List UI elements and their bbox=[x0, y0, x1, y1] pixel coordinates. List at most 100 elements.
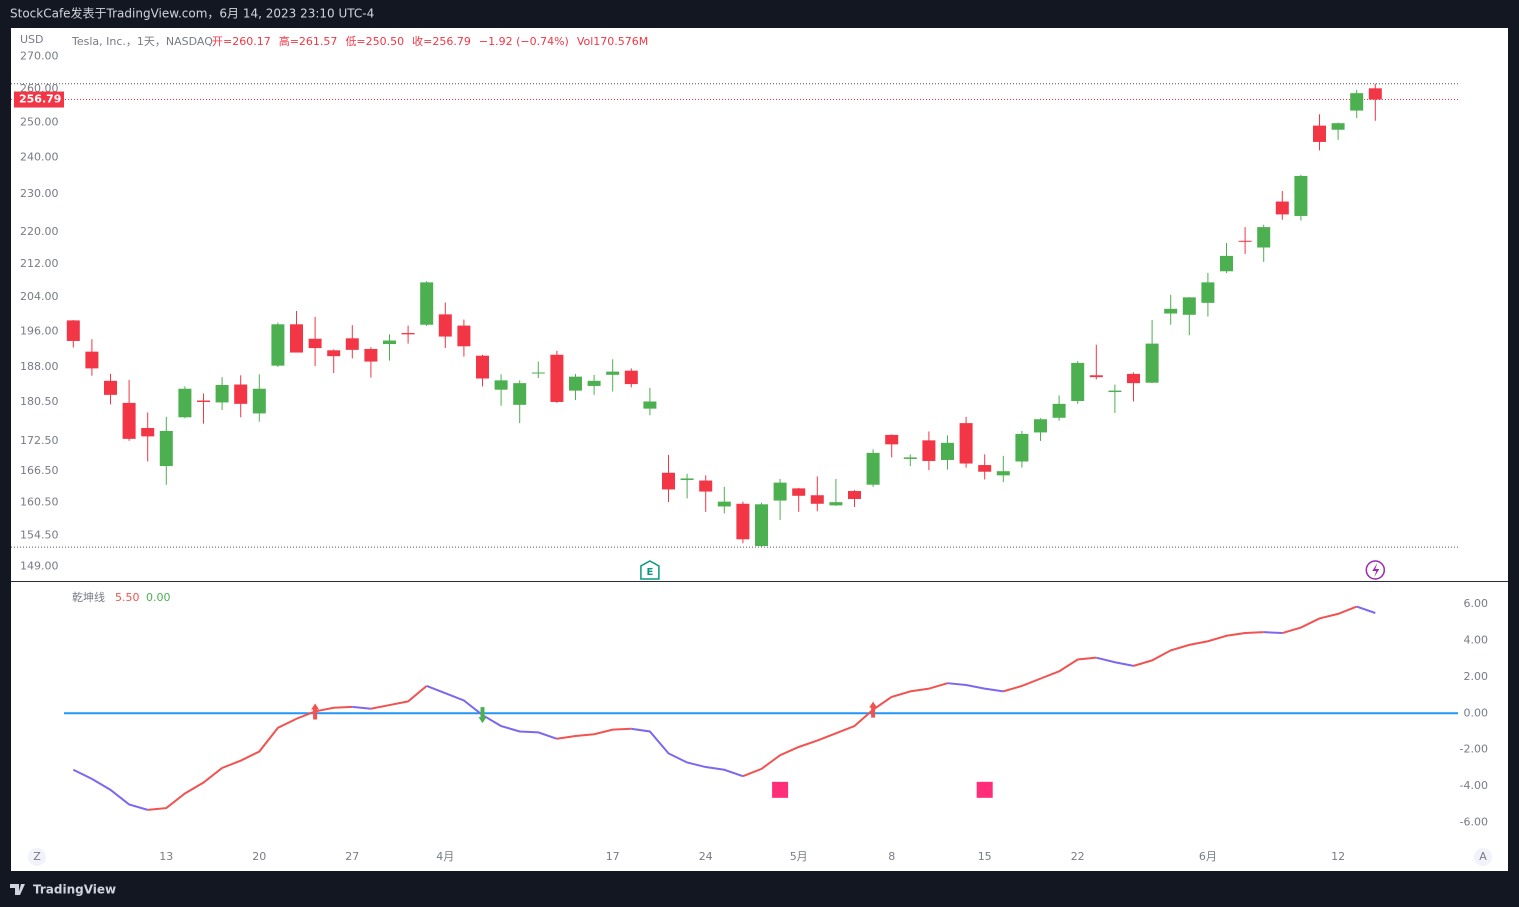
dividend-bolt bbox=[1372, 563, 1380, 577]
indicator-name: 乾坤线 bbox=[72, 590, 105, 604]
candle-body bbox=[1164, 308, 1178, 314]
candle-body bbox=[271, 324, 285, 366]
candle-body bbox=[996, 471, 1010, 476]
y-tick-label: 270.00 bbox=[20, 49, 59, 62]
candle-body bbox=[159, 430, 173, 467]
indicator-line bbox=[1282, 605, 1358, 635]
candle-body bbox=[866, 452, 880, 485]
candle-body bbox=[252, 388, 266, 414]
ohlc-value: 低=250.50 bbox=[345, 35, 404, 48]
candle-body bbox=[1089, 375, 1103, 378]
x-tick-label: 20 bbox=[252, 850, 266, 863]
last-price-box bbox=[14, 91, 64, 108]
candle-body bbox=[922, 440, 936, 461]
y2-tick-label: 2.00 bbox=[1464, 670, 1489, 683]
y-tick-label: 188.00 bbox=[20, 360, 59, 373]
x-tick-label: 8 bbox=[888, 850, 895, 863]
candle-body bbox=[829, 502, 843, 506]
candle-body bbox=[699, 480, 713, 492]
ohlc-value: 收=256.79 bbox=[412, 34, 471, 48]
candle-body bbox=[1313, 125, 1326, 142]
last-price-label: 256.79 bbox=[19, 93, 61, 106]
y2-tick-label: 6.00 bbox=[1464, 597, 1489, 610]
candle-body bbox=[420, 282, 434, 325]
indicator-line bbox=[1263, 631, 1283, 635]
candle-body bbox=[345, 338, 359, 350]
x-tick-label: 17 bbox=[606, 850, 620, 863]
ohlc-value: 高=261.57 bbox=[279, 34, 338, 48]
indicator-line bbox=[1003, 656, 1097, 693]
earnings-icon bbox=[640, 560, 660, 580]
symbol: Tesla, Inc.，1天，NASDAQ bbox=[71, 35, 213, 48]
candle-body bbox=[643, 401, 657, 409]
candle-body bbox=[606, 371, 620, 375]
y-tick-label: 172.50 bbox=[20, 434, 59, 447]
candle-body bbox=[1275, 201, 1289, 215]
y2-tick-label: -6.00 bbox=[1460, 816, 1488, 829]
candle-body bbox=[438, 314, 452, 337]
button[interactable] bbox=[1474, 848, 1492, 866]
y-tick-label: 154.50 bbox=[20, 528, 59, 541]
candle-body bbox=[1331, 123, 1345, 130]
candle-body bbox=[494, 380, 508, 390]
y2-tick-label: -2.00 bbox=[1460, 743, 1488, 756]
button-label[interactable]: Z bbox=[33, 850, 41, 863]
candle-body bbox=[1238, 240, 1252, 242]
logo bbox=[10, 884, 25, 895]
y2-tick-label: 0.00 bbox=[1464, 706, 1489, 719]
signal-square bbox=[976, 781, 993, 798]
candle-body bbox=[978, 465, 992, 472]
indicator-line bbox=[147, 705, 353, 811]
candle-body bbox=[755, 504, 768, 547]
candle-body bbox=[197, 400, 210, 402]
candle-body bbox=[531, 372, 545, 374]
x-tick-label: 6月 bbox=[1199, 850, 1217, 863]
x-tick-label: 12 bbox=[1331, 850, 1345, 863]
candle-body bbox=[941, 442, 954, 460]
up-arrow bbox=[869, 701, 878, 718]
indicator-value: 5.50 bbox=[115, 591, 140, 604]
indicator-line bbox=[72, 768, 148, 811]
candle-body bbox=[662, 472, 675, 490]
candle-body bbox=[624, 370, 638, 385]
indicator-line bbox=[556, 727, 632, 740]
y-tick-label: 149.00 bbox=[20, 559, 59, 572]
candle-body bbox=[215, 385, 229, 403]
header: StockCafe发表于TradingView.com，6月 14, 2023 … bbox=[10, 6, 374, 21]
indicator-line bbox=[631, 727, 744, 778]
candle-body bbox=[587, 380, 601, 386]
x-tick-label: 15 bbox=[978, 850, 992, 863]
candle-body bbox=[1015, 433, 1029, 462]
candle-body bbox=[308, 338, 322, 349]
ohlc-value: −1.92 (−0.74%) bbox=[479, 35, 569, 48]
candle-body bbox=[141, 428, 155, 437]
candle-body bbox=[903, 457, 917, 459]
x-tick-label: 13 bbox=[159, 850, 173, 863]
candle-body bbox=[736, 503, 750, 540]
button[interactable] bbox=[28, 848, 46, 866]
y-tick-label: 160.50 bbox=[20, 496, 59, 509]
candle-body bbox=[1182, 297, 1196, 315]
y-tick-label: 166.50 bbox=[20, 464, 59, 477]
indicator-line bbox=[742, 682, 948, 778]
candle-body bbox=[1034, 419, 1047, 433]
y2-tick-label: 4.00 bbox=[1464, 633, 1489, 646]
candle-body bbox=[327, 350, 341, 357]
indicator-line bbox=[370, 685, 428, 710]
signal-square bbox=[772, 781, 789, 798]
up-arrow bbox=[311, 703, 320, 720]
indicator-line bbox=[1096, 656, 1134, 667]
y-tick-label: 220.00 bbox=[20, 225, 59, 238]
volume: Vol170.576M bbox=[577, 35, 648, 48]
indicator-line bbox=[352, 705, 371, 710]
y-tick-label: 250.00 bbox=[20, 116, 59, 129]
candle-body bbox=[717, 501, 731, 507]
x-tick-label: 4月 bbox=[436, 850, 454, 863]
indicator-line bbox=[1133, 631, 1264, 667]
candle-body bbox=[792, 488, 806, 496]
button-label[interactable]: A bbox=[1479, 850, 1487, 863]
candle-body bbox=[383, 340, 396, 345]
y2-tick-label: -4.00 bbox=[1460, 779, 1488, 792]
candle-body bbox=[810, 495, 824, 504]
